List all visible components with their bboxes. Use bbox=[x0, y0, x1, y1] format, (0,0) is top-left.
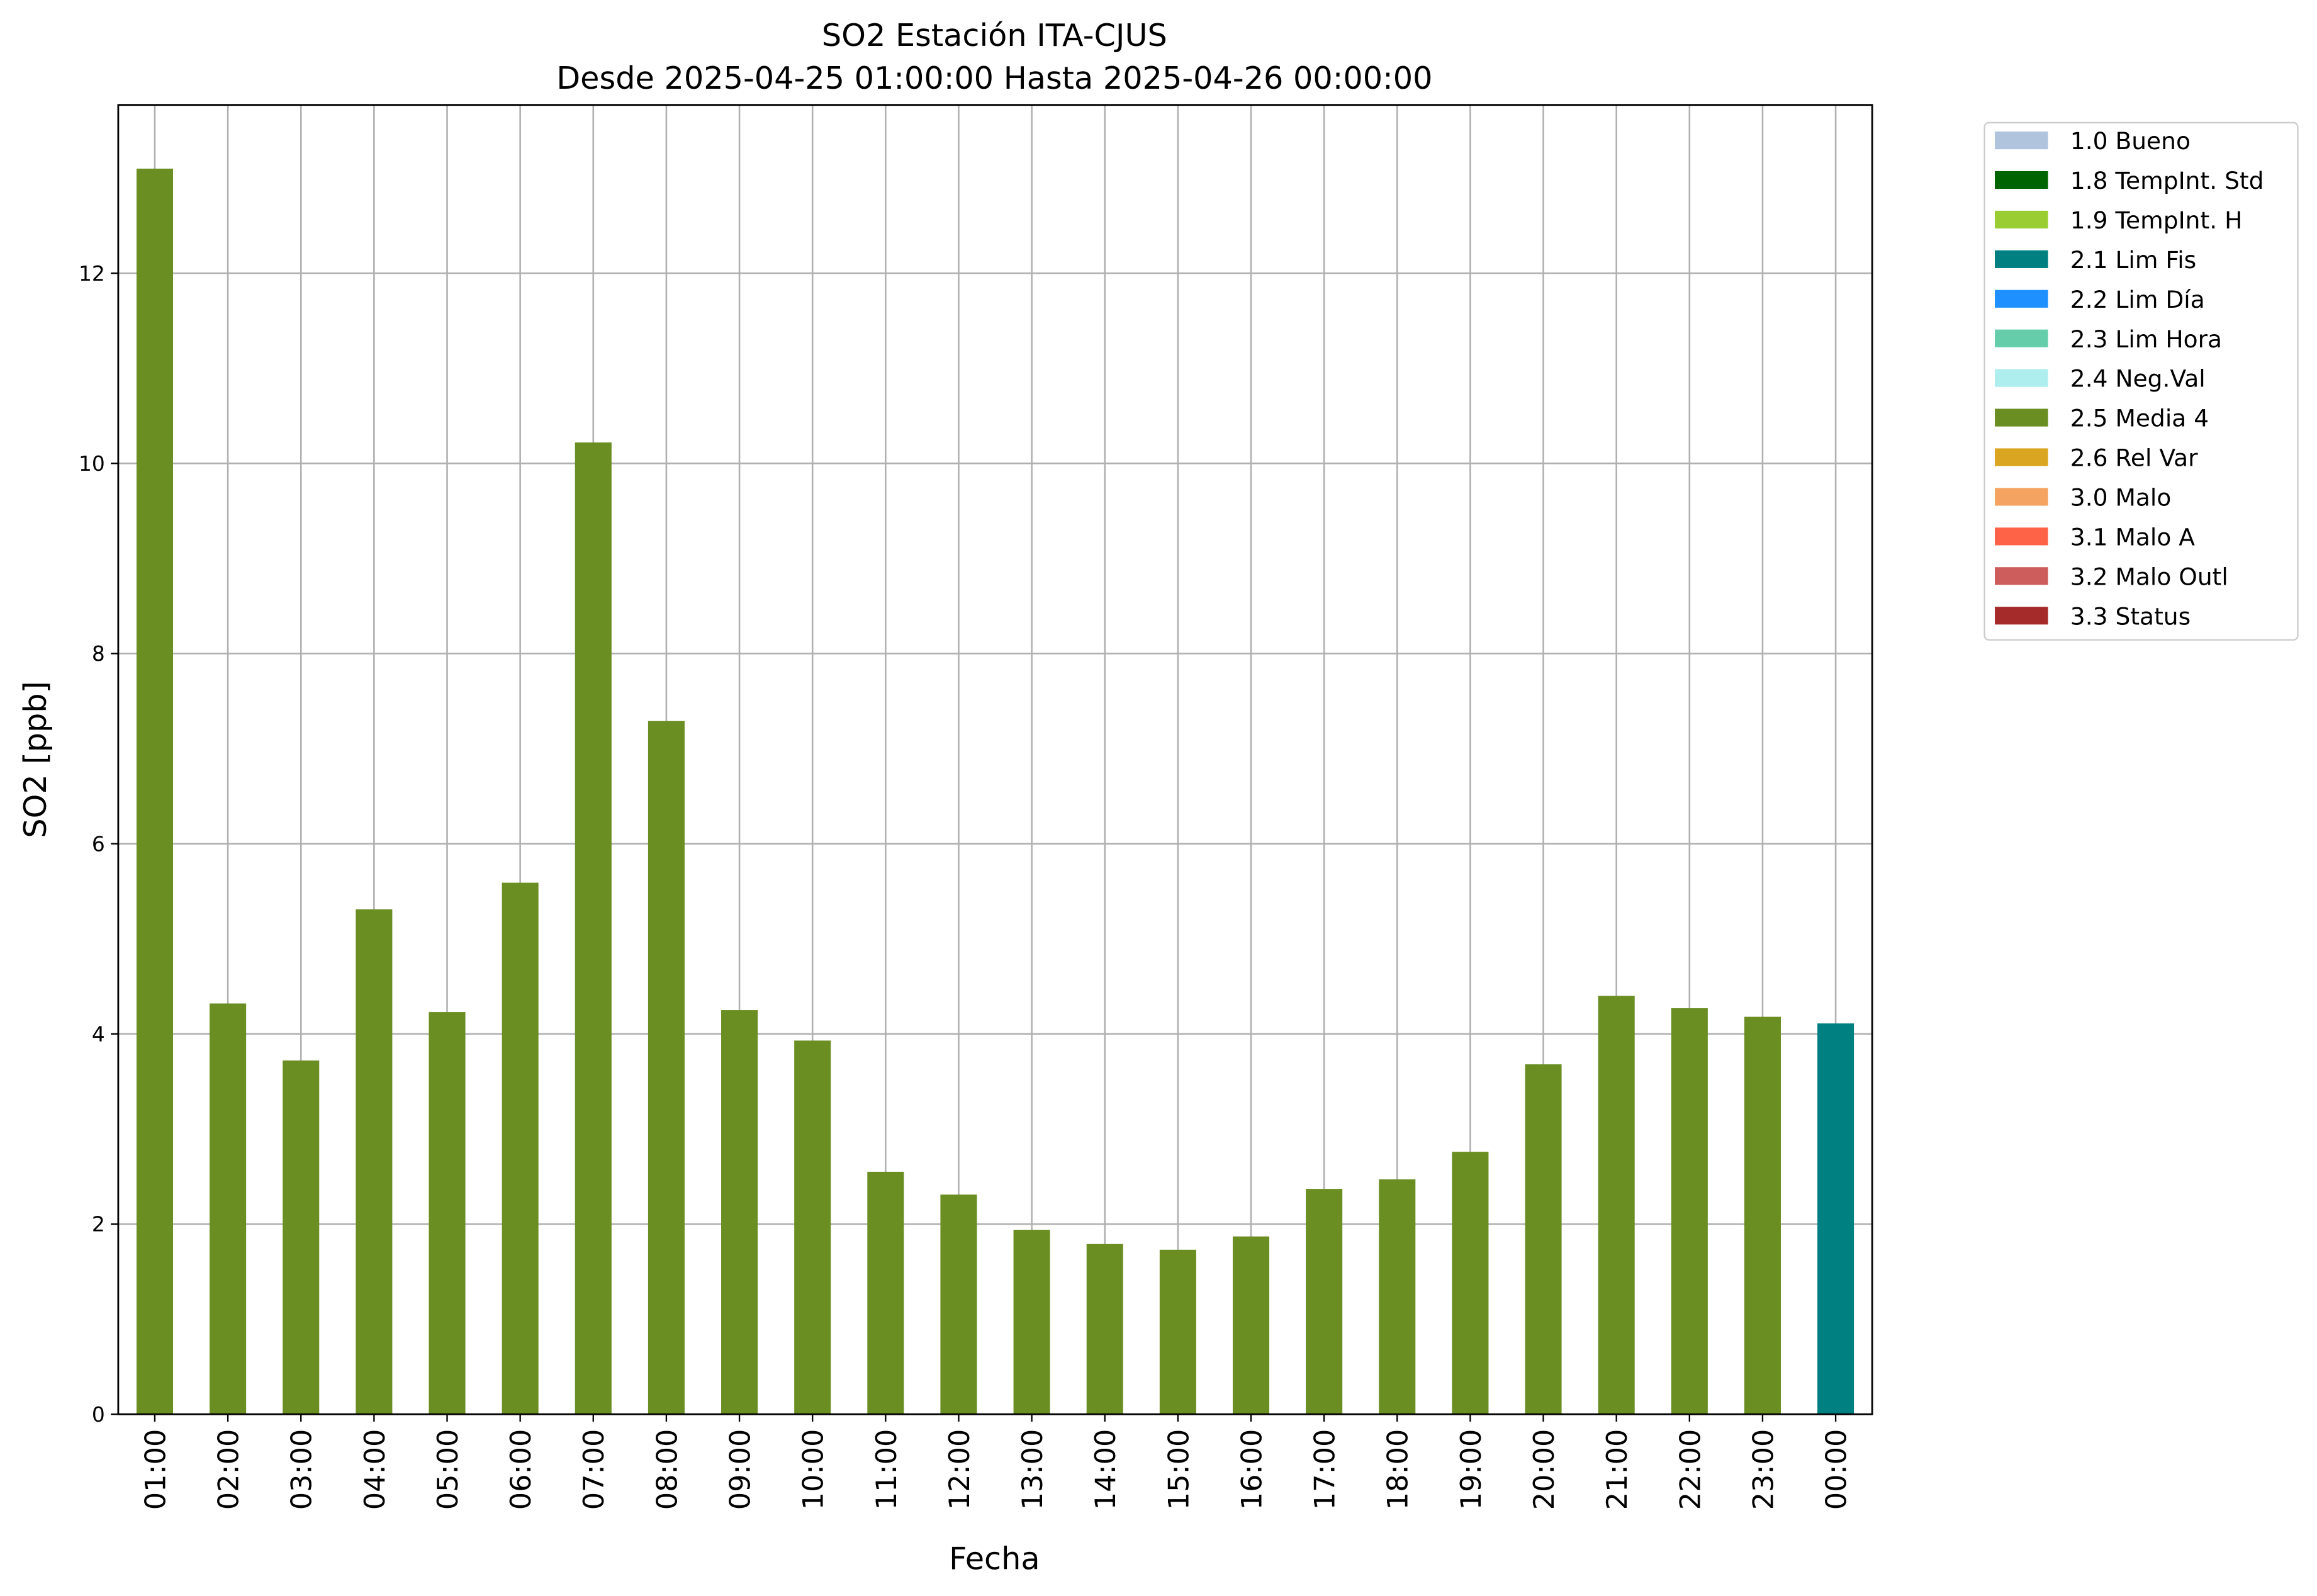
x-tick-label: 07:00 bbox=[578, 1429, 610, 1510]
y-tick-label: 12 bbox=[79, 261, 105, 286]
legend-label: 1.0 Bueno bbox=[2070, 127, 2191, 155]
x-tick-label: 09:00 bbox=[724, 1429, 756, 1510]
x-axis-label: Fecha bbox=[949, 1541, 1040, 1577]
bar bbox=[356, 909, 393, 1415]
x-tick-label: 20:00 bbox=[1528, 1429, 1561, 1510]
bar bbox=[1232, 1236, 1270, 1415]
legend-label: 2.2 Lim Día bbox=[2070, 286, 2205, 313]
legend-label: 2.6 Rel Var bbox=[2070, 444, 2198, 472]
legend-swatch bbox=[1995, 131, 2048, 150]
x-tick-label: 06:00 bbox=[505, 1429, 537, 1510]
legend-label: 2.5 Media 4 bbox=[2070, 405, 2209, 432]
x-tick-label: 10:00 bbox=[797, 1429, 830, 1510]
bar bbox=[1744, 1016, 1781, 1415]
legend-label: 3.3 Status bbox=[2070, 602, 2191, 630]
bar bbox=[1598, 996, 1635, 1415]
bar bbox=[1452, 1152, 1489, 1415]
x-tick-label: 02:00 bbox=[213, 1429, 245, 1510]
bar bbox=[1379, 1179, 1416, 1415]
x-tick-label: 05:00 bbox=[432, 1429, 464, 1510]
legend-label: 2.4 Neg.Val bbox=[2070, 365, 2206, 393]
legend-swatch bbox=[1995, 329, 2048, 347]
legend-label: 3.1 Malo A bbox=[2070, 523, 2195, 551]
legend-label: 2.3 Lim Hora bbox=[2070, 325, 2222, 353]
bar bbox=[1306, 1189, 1343, 1415]
legend-box bbox=[1983, 121, 2299, 641]
legend-label: 3.2 Malo Outl bbox=[2070, 563, 2228, 590]
x-tick-label: 08:00 bbox=[651, 1429, 683, 1510]
bar bbox=[1817, 1023, 1854, 1415]
x-tick-label: 04:00 bbox=[359, 1429, 391, 1510]
chart-subtitle: Desde 2025-04-25 01:00:00 Hasta 2025-04-… bbox=[556, 60, 1432, 96]
legend-label: 1.9 TempInt. H bbox=[2070, 206, 2243, 234]
x-tick-label: 13:00 bbox=[1016, 1429, 1049, 1510]
x-tick-label: 22:00 bbox=[1674, 1429, 1707, 1510]
bar bbox=[136, 168, 174, 1415]
bar bbox=[1086, 1244, 1123, 1415]
legend-swatch bbox=[1995, 210, 2048, 229]
bar bbox=[721, 1010, 758, 1415]
bar bbox=[1013, 1230, 1050, 1415]
y-tick-label: 4 bbox=[92, 1022, 105, 1047]
plot-frame bbox=[117, 104, 1873, 1415]
legend-label: 1.8 TempInt. Std bbox=[2070, 167, 2264, 194]
x-tick-label: 17:00 bbox=[1309, 1429, 1342, 1510]
legend-swatch bbox=[1995, 171, 2048, 189]
bar bbox=[429, 1012, 466, 1415]
x-tick-label: 12:00 bbox=[943, 1429, 976, 1510]
y-tick-label: 6 bbox=[92, 831, 105, 856]
x-tick-label: 18:00 bbox=[1382, 1429, 1415, 1510]
legend-swatch bbox=[1995, 488, 2048, 506]
legend-swatch bbox=[1995, 289, 2048, 308]
bar bbox=[575, 442, 612, 1415]
bar bbox=[867, 1171, 904, 1415]
legend-swatch bbox=[1995, 567, 2048, 585]
y-tick-label: 0 bbox=[92, 1402, 105, 1427]
bar bbox=[648, 721, 685, 1415]
y-tick-label: 2 bbox=[92, 1212, 105, 1237]
legend-swatch bbox=[1995, 448, 2048, 466]
bar bbox=[794, 1040, 831, 1415]
x-tick-label: 00:00 bbox=[1820, 1429, 1853, 1510]
bar bbox=[1159, 1249, 1196, 1415]
legend-swatch bbox=[1995, 408, 2048, 427]
x-tick-label: 19:00 bbox=[1455, 1429, 1488, 1510]
x-tick-label: 23:00 bbox=[1747, 1429, 1780, 1510]
bar bbox=[1671, 1008, 1708, 1415]
bar bbox=[940, 1194, 977, 1415]
bar bbox=[283, 1060, 320, 1415]
legend-swatch bbox=[1995, 369, 2048, 387]
x-tick-label: 11:00 bbox=[870, 1429, 903, 1510]
x-tick-label: 14:00 bbox=[1089, 1429, 1122, 1510]
legend-swatch bbox=[1995, 250, 2048, 268]
legend-label: 3.0 Malo bbox=[2070, 484, 2172, 512]
bar bbox=[210, 1003, 247, 1415]
y-tick-label: 10 bbox=[79, 451, 105, 476]
y-axis-label: SO2 [ppb] bbox=[17, 681, 53, 838]
x-tick-label: 01:00 bbox=[139, 1429, 172, 1510]
x-tick-label: 15:00 bbox=[1162, 1429, 1195, 1510]
x-tick-label: 21:00 bbox=[1601, 1429, 1634, 1510]
bar bbox=[502, 882, 539, 1415]
y-tick-label: 8 bbox=[92, 641, 105, 666]
x-tick-label: 16:00 bbox=[1235, 1429, 1268, 1510]
bar bbox=[1525, 1064, 1562, 1415]
legend-label: 2.1 Lim Fis bbox=[2070, 246, 2196, 274]
x-tick-label: 03:00 bbox=[286, 1429, 318, 1510]
legend-swatch bbox=[1995, 607, 2048, 625]
chart-title: SO2 Estación ITA-CJUS bbox=[822, 17, 1167, 53]
legend-swatch bbox=[1995, 527, 2048, 546]
